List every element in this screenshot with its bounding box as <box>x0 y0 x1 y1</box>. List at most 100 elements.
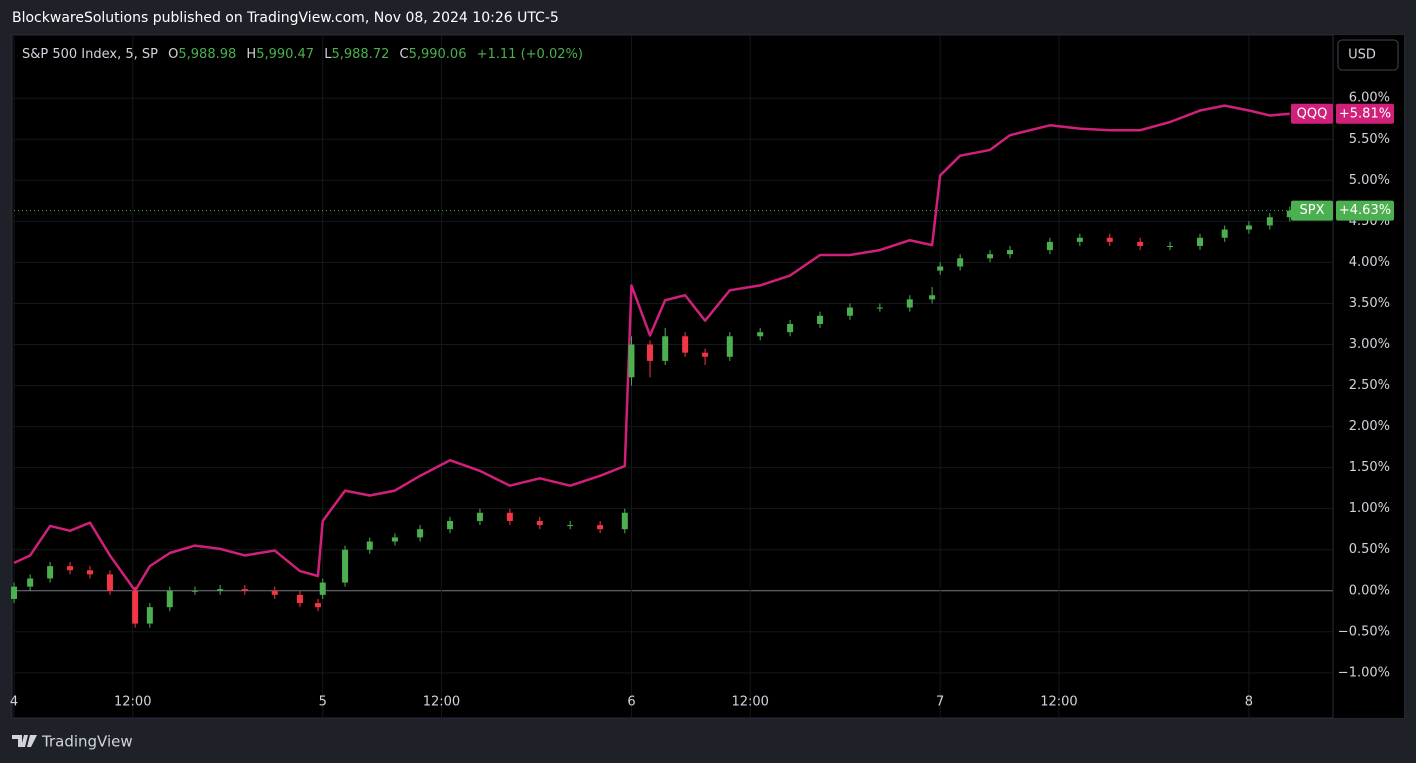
candle-body <box>1106 237 1113 242</box>
qqq-line <box>13 104 1290 593</box>
h-value: 5,990.47 <box>256 47 314 62</box>
candle-body <box>646 344 653 361</box>
candle-body <box>682 336 689 353</box>
series-name: SPX <box>1300 203 1325 218</box>
o-label: O <box>168 47 178 62</box>
candle-body <box>86 570 93 575</box>
currency[interactable]: USD <box>1348 48 1376 63</box>
candle-body <box>319 582 326 595</box>
candle-body <box>47 566 54 579</box>
candle-body <box>314 603 321 608</box>
x-tick-label: 7 <box>936 695 944 710</box>
c-label: C <box>400 47 409 62</box>
candle-body <box>271 590 278 595</box>
y-tick-label: 1.50% <box>1349 460 1390 475</box>
candle-body <box>1167 245 1174 247</box>
x-tick-label: 12:00 <box>114 695 151 710</box>
series-name-badge <box>1291 103 1333 124</box>
y-tick-label: 6.00% <box>1349 91 1390 106</box>
price-axis <box>1333 35 1404 718</box>
candle-body <box>476 512 483 521</box>
candle-body <box>191 590 198 592</box>
symbol-legend: S&P 500 Index, 5, SP O5,988.98 H5,990.47… <box>22 47 583 62</box>
change: +1.11 (+0.02%) <box>477 47 583 62</box>
x-tick-label: 12:00 <box>1040 695 1077 710</box>
candle-body <box>132 590 139 624</box>
candle-body <box>726 336 733 357</box>
candle-body <box>1266 217 1273 226</box>
h-label: H <box>246 47 256 62</box>
candle-body <box>1245 225 1252 230</box>
grid <box>13 35 1333 718</box>
series-name: QQQ <box>1297 106 1328 121</box>
y-tick-label: 0.50% <box>1349 542 1390 557</box>
candle-body <box>957 258 964 267</box>
y-tick-label: 5.00% <box>1349 173 1390 188</box>
candle-body <box>787 323 794 333</box>
candle-body <box>241 589 248 591</box>
x-tick-label: 4 <box>10 695 18 710</box>
candle-body <box>662 336 669 361</box>
candle-body <box>106 574 113 591</box>
y-tick-label: 3.50% <box>1349 296 1390 311</box>
candle-body <box>1046 241 1053 251</box>
candle-body <box>217 589 224 591</box>
candle-body <box>536 520 543 526</box>
candle-body <box>146 607 153 624</box>
y-tick-label: 2.50% <box>1349 378 1390 393</box>
brand-logo <box>12 735 37 747</box>
candle-body <box>27 578 34 587</box>
candle-body <box>628 344 635 378</box>
last-value: +5.81% <box>1339 106 1391 121</box>
candle-body <box>757 332 764 337</box>
o-value: 5,988.98 <box>178 47 236 62</box>
candle-body <box>876 307 883 309</box>
candle-body <box>906 299 913 308</box>
symbol: S&P 500 Index, 5, SP <box>22 47 158 62</box>
last-value-badge <box>1336 103 1394 124</box>
c-value: 5,990.06 <box>409 47 467 62</box>
candle-body <box>1007 250 1014 255</box>
candle-body <box>1197 237 1204 246</box>
candle-body <box>817 315 824 324</box>
y-tick-label: 2.00% <box>1349 419 1390 434</box>
y-tick-label: 1.00% <box>1349 501 1390 516</box>
publisher: BlockwareSolutions published on TradingV… <box>12 10 559 26</box>
series-name-badge <box>1291 200 1333 221</box>
candle-body <box>166 590 173 608</box>
candle-body <box>621 512 628 530</box>
candle-body <box>391 537 398 542</box>
candle-body <box>929 295 936 300</box>
axes: −1.00% −0.50% 0.00% 0.50% 1.00% 1.50% 2.00% 2.5… <box>10 91 1390 710</box>
y-tick-label: 0.00% <box>1349 583 1390 598</box>
x-tick-label: 8 <box>1245 695 1253 710</box>
l-label: L <box>324 47 332 62</box>
candle-body <box>296 594 303 604</box>
candle-body <box>846 307 853 316</box>
candle-body <box>417 529 424 538</box>
y-tick-label: 4.00% <box>1349 255 1390 270</box>
brand: TradingView <box>41 733 133 751</box>
x-tick-label: 12:00 <box>731 695 768 710</box>
candle-body <box>447 520 454 530</box>
candle-body <box>937 266 944 271</box>
candle-body <box>1076 237 1083 242</box>
chart-pane <box>11 34 1405 719</box>
plot <box>11 104 1333 628</box>
last-value-badge <box>1336 200 1394 221</box>
candle-body <box>702 352 709 357</box>
y-tick-label: −0.50% <box>1338 624 1390 639</box>
y-tick-label: 3.00% <box>1349 337 1390 352</box>
candle-body <box>1137 241 1144 246</box>
candle-body <box>11 586 17 599</box>
x-tick-label: 5 <box>319 695 327 710</box>
candle-body <box>1286 210 1293 218</box>
x-tick-label: 6 <box>627 695 635 710</box>
l-value: 5,988.72 <box>331 47 389 62</box>
candle-body <box>597 525 604 530</box>
y-tick-label: −1.00% <box>1338 665 1390 680</box>
candle-body <box>1221 229 1228 238</box>
currency-button[interactable] <box>1337 39 1399 71</box>
